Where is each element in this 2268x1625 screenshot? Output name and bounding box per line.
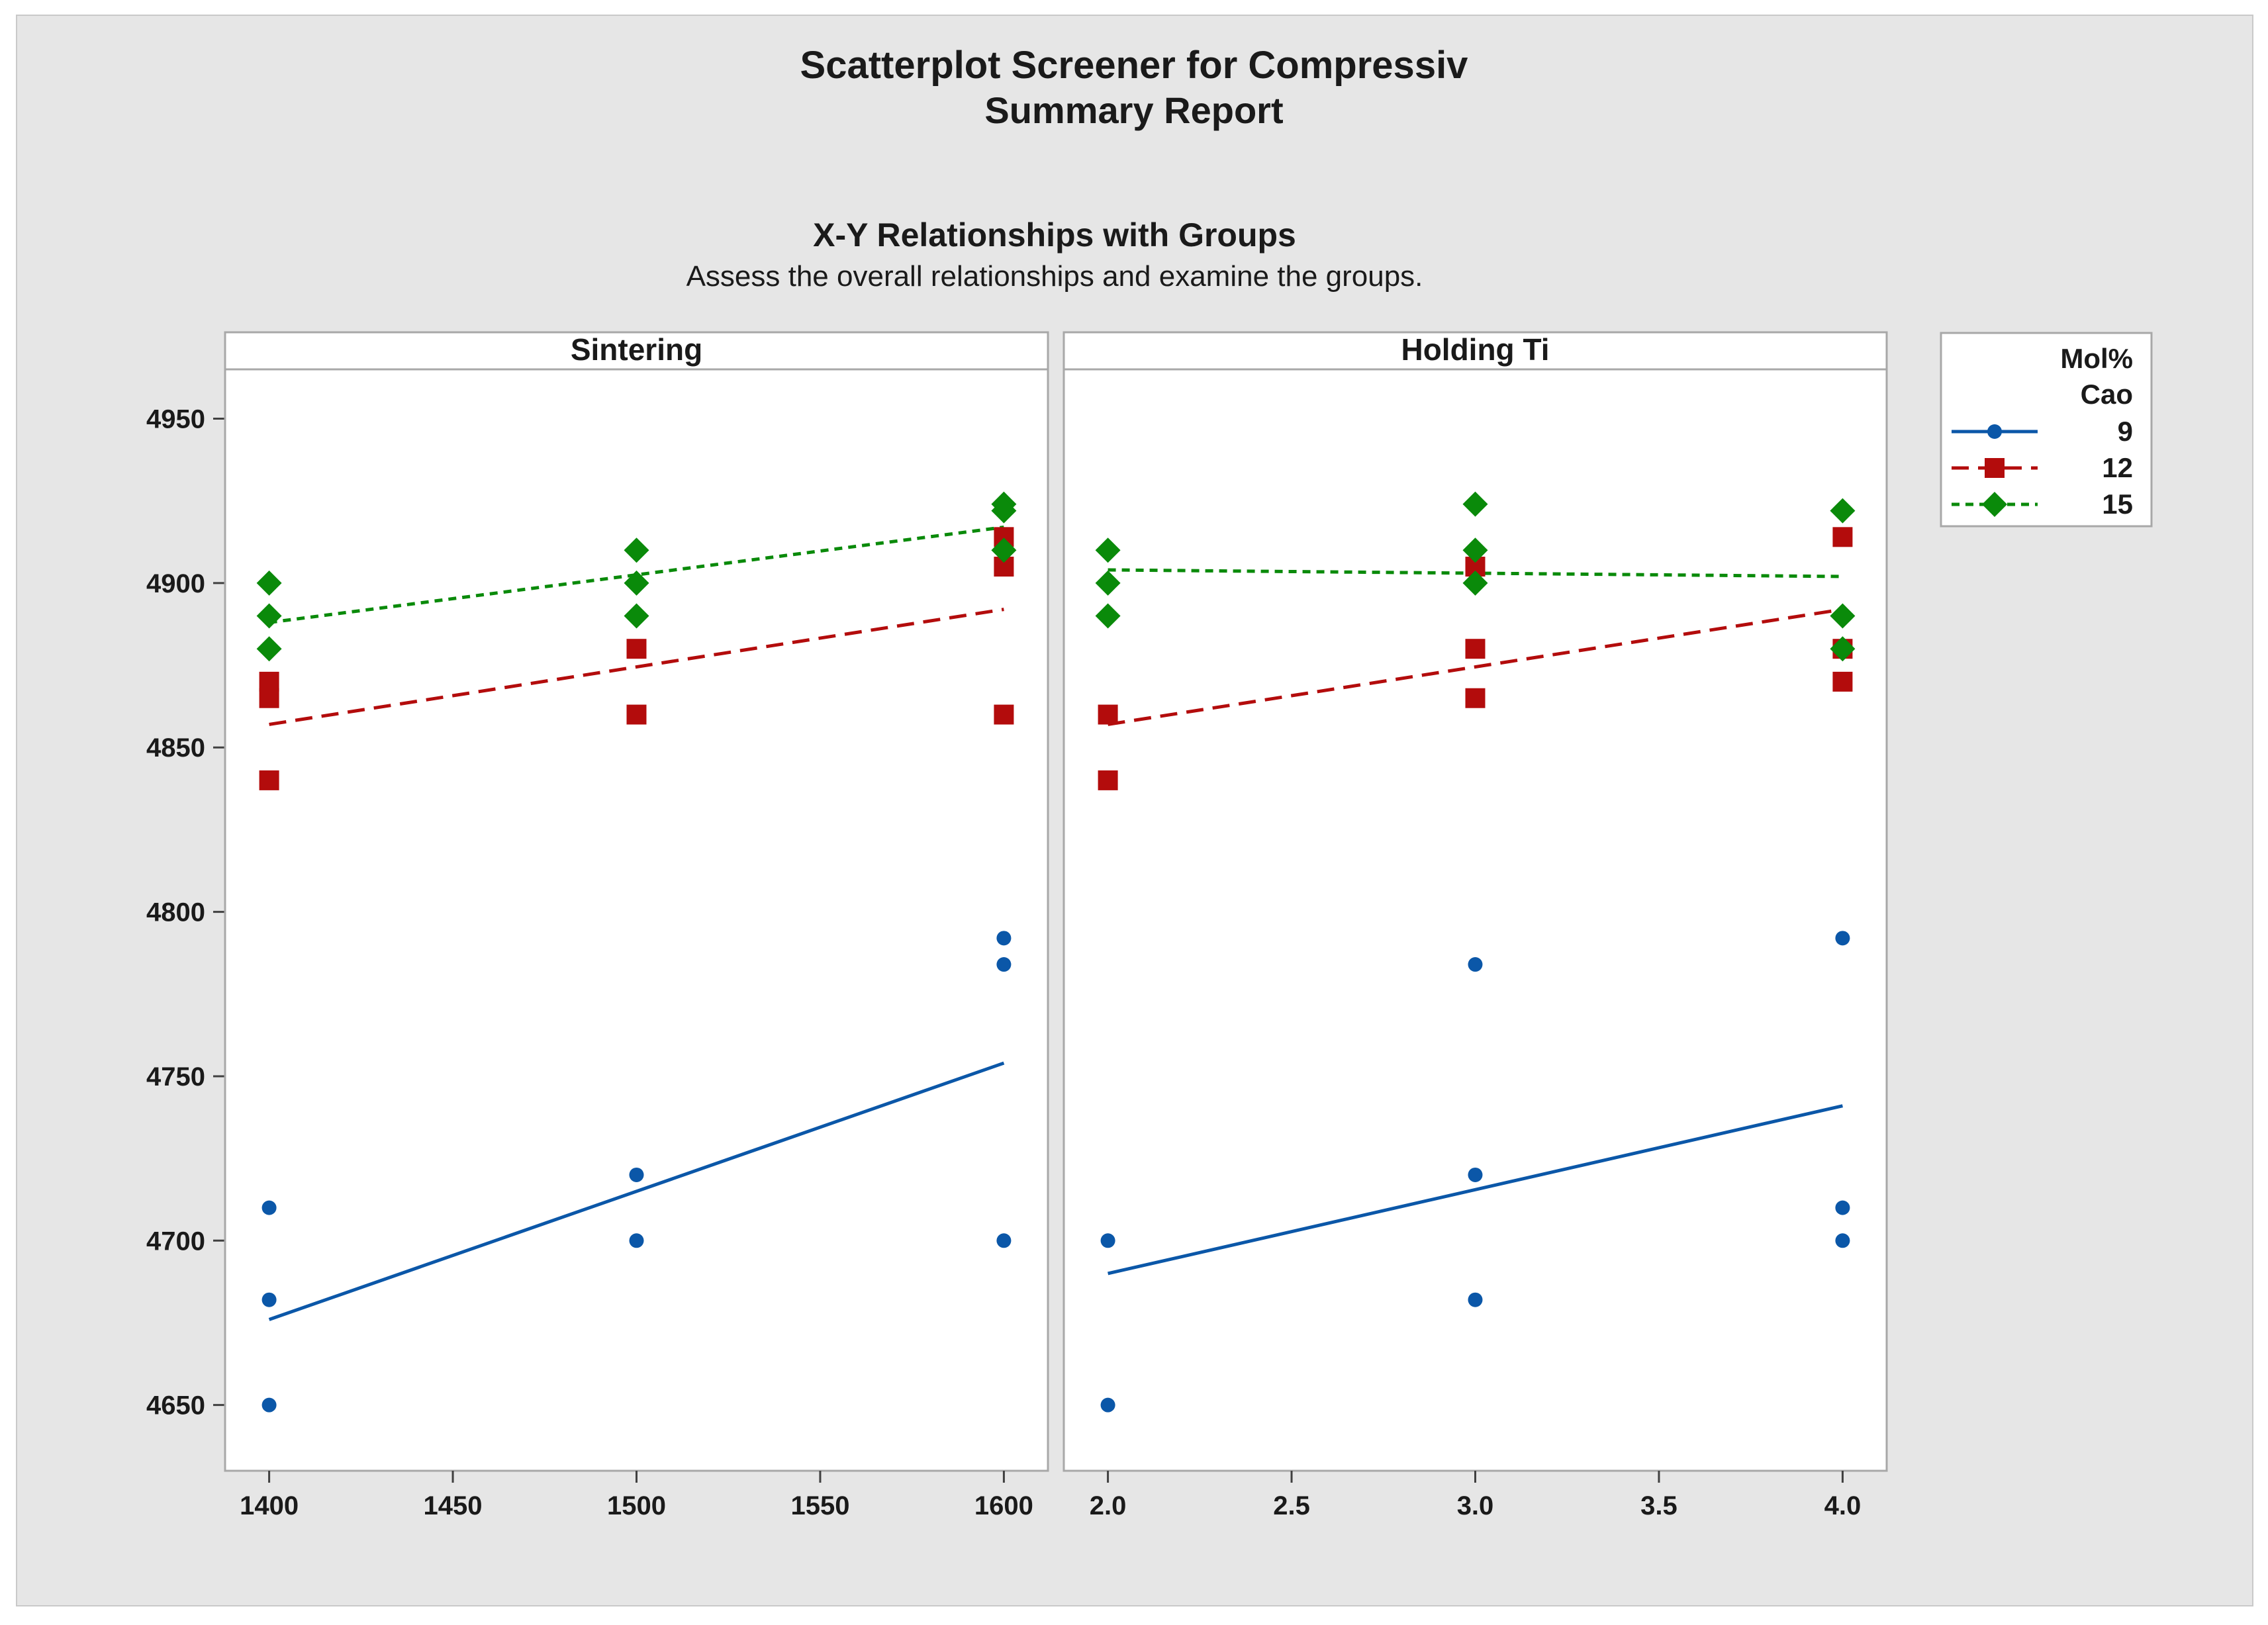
x-tick-label: 1600	[974, 1491, 1033, 1520]
data-point-group-9	[629, 1167, 644, 1182]
panel-1: Holding Ti 2.0 2.5 3.0 3.5 4.0	[1063, 331, 1888, 1520]
fit-line-group-9	[268, 1061, 1005, 1321]
x-tick-label: 4.0	[1824, 1491, 1862, 1520]
data-point-group-15	[256, 636, 282, 662]
section-subtitle: Assess the overall relationships and exa…	[686, 260, 1423, 293]
legend-entry-9: 9	[1952, 416, 2133, 447]
fit-line-group-15	[269, 525, 1004, 624]
legend-marker	[1987, 424, 2002, 439]
data-point-group-12	[1832, 527, 1853, 547]
data-point-group-9	[1468, 957, 1483, 972]
legend-label: 12	[2102, 452, 2133, 483]
legend-entry-15: 15	[1952, 488, 2133, 520]
data-point-group-9	[1100, 1397, 1115, 1413]
legend-marker	[1982, 492, 2007, 517]
y-tick-label: 4800	[146, 898, 205, 927]
legend-box	[1940, 332, 2153, 528]
data-point-group-12	[1098, 704, 1118, 725]
data-point-group-15	[256, 603, 282, 629]
data-point-group-9	[1468, 1292, 1483, 1307]
legend-marker	[1985, 458, 2005, 478]
data-point-group-9	[996, 957, 1012, 972]
data-point-group-9	[1100, 1233, 1115, 1248]
y-tick-label: 4750	[146, 1062, 205, 1091]
data-point-group-9	[1835, 1200, 1850, 1215]
data-point-group-15	[1462, 491, 1488, 517]
y-tick-label: 4900	[146, 569, 205, 598]
data-point-group-12	[994, 704, 1014, 725]
x-tick-label: 3.0	[1457, 1491, 1494, 1520]
data-point-group-12	[1098, 770, 1118, 790]
data-point-group-15	[1462, 570, 1488, 596]
data-point-group-12	[1832, 671, 1853, 692]
data-point-group-15	[624, 570, 649, 596]
data-point-group-9	[261, 1292, 277, 1307]
fit-line-group-9	[1108, 1104, 1843, 1276]
data-point-group-15	[1095, 570, 1121, 596]
data-point-group-15	[1095, 603, 1121, 629]
data-point-group-15	[991, 537, 1017, 563]
section-title: X-Y Relationships with Groups	[813, 216, 1296, 254]
x-tick-label: 1450	[424, 1491, 483, 1520]
y-tick-label: 4950	[146, 405, 205, 434]
y-tick-label: 4650	[146, 1391, 205, 1420]
legend-title-line1: Mol%	[2060, 343, 2133, 374]
legend: Mol% Cao 9 12 15	[1940, 332, 2153, 528]
data-point-group-15	[624, 603, 649, 629]
data-point-group-15	[1462, 537, 1488, 563]
legend-label: 9	[2118, 416, 2133, 447]
data-point-group-12	[259, 770, 279, 790]
x-tick-label: 1500	[607, 1491, 666, 1520]
fit-line-group-12	[269, 608, 1004, 726]
panel-title: Sintering	[571, 332, 702, 367]
legend-label: 15	[2102, 488, 2133, 520]
data-point-group-9	[261, 1397, 277, 1413]
data-point-group-9	[629, 1233, 644, 1248]
data-point-group-15	[1830, 603, 1856, 629]
panel-frame	[224, 331, 1049, 1472]
report-title: Scatterplot Screener for Compressiv	[800, 44, 1468, 87]
data-point-group-15	[256, 570, 282, 596]
chart-panels: Sintering 1400 1450 1500 1550 1600 Holding Ti 2…	[224, 331, 1888, 1520]
data-point-group-15	[1830, 636, 1856, 662]
data-point-group-9	[261, 1200, 277, 1215]
fit-line-group-12	[1108, 608, 1843, 726]
data-point-group-12	[626, 639, 647, 659]
panel-0: Sintering 1400 1450 1500 1550 1600	[224, 331, 1049, 1520]
legend-title-line2: Cao	[2081, 379, 2133, 410]
data-point-group-12	[626, 704, 647, 725]
x-tick-label: 2.0	[1090, 1491, 1127, 1520]
y-tick-label: 4700	[146, 1227, 205, 1256]
legend-entries: 9 12 15	[1952, 416, 2133, 520]
panel-frame	[1063, 331, 1888, 1472]
data-point-group-15	[1095, 537, 1121, 563]
x-tick-label: 1400	[240, 1491, 299, 1520]
report-subtitle: Summary Report	[984, 89, 1283, 131]
y-axis: 4650 4700 4750 4800 4850 4900 4950	[146, 405, 225, 1420]
panel-title: Holding Ti	[1401, 332, 1549, 367]
y-tick-label: 4850	[146, 733, 205, 763]
data-point-group-12	[259, 688, 279, 708]
data-point-group-9	[1468, 1167, 1483, 1182]
data-point-group-15	[1830, 498, 1856, 524]
data-point-group-12	[1465, 688, 1486, 708]
x-tick-label: 2.5	[1273, 1491, 1310, 1520]
data-point-group-9	[996, 931, 1012, 946]
data-point-group-15	[991, 498, 1017, 524]
data-point-group-9	[1835, 931, 1850, 946]
legend-entry-12: 12	[1952, 452, 2133, 483]
data-point-group-12	[1465, 639, 1486, 659]
data-point-group-9	[1835, 1233, 1850, 1248]
x-tick-label: 3.5	[1640, 1491, 1677, 1520]
data-point-group-9	[996, 1233, 1012, 1248]
x-tick-label: 1550	[790, 1491, 849, 1520]
data-point-group-15	[624, 537, 649, 563]
